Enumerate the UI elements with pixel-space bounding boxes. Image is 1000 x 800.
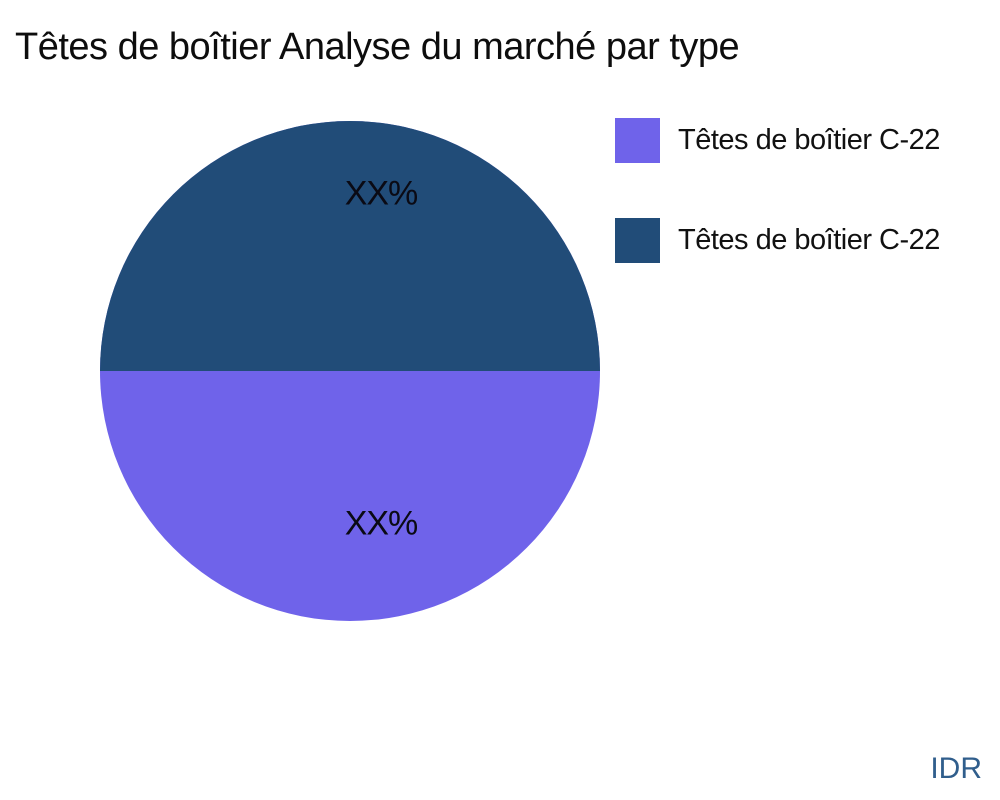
legend-swatch-icon [615,118,660,163]
legend-item-slice-1: Têtes de boîtier C-22 [615,118,940,163]
watermark-text: IDR [930,752,982,785]
legend-swatch-icon [615,218,660,263]
pie-chart [100,121,600,621]
pie-svg [100,121,600,621]
legend-item-label: Têtes de boîtier C-22 [678,124,940,156]
legend-swatch-slice-1 [615,118,660,163]
pie-slice-bottom-value-label: XX% [344,504,419,543]
legend-item-label: Têtes de boîtier C-22 [678,224,940,256]
legend-swatch-slice-2 [615,218,660,263]
pie-slice-top-value-label: XX% [344,174,419,213]
legend-item-slice-2: Têtes de boîtier C-22 [615,218,940,263]
chart-title: Têtes de boîtier Analyse du marché par t… [15,26,740,68]
pie-slice-top [100,121,600,371]
watermark: IDR [930,752,982,785]
legend: Têtes de boîtier C-22 Têtes de boîtier C… [615,118,940,263]
